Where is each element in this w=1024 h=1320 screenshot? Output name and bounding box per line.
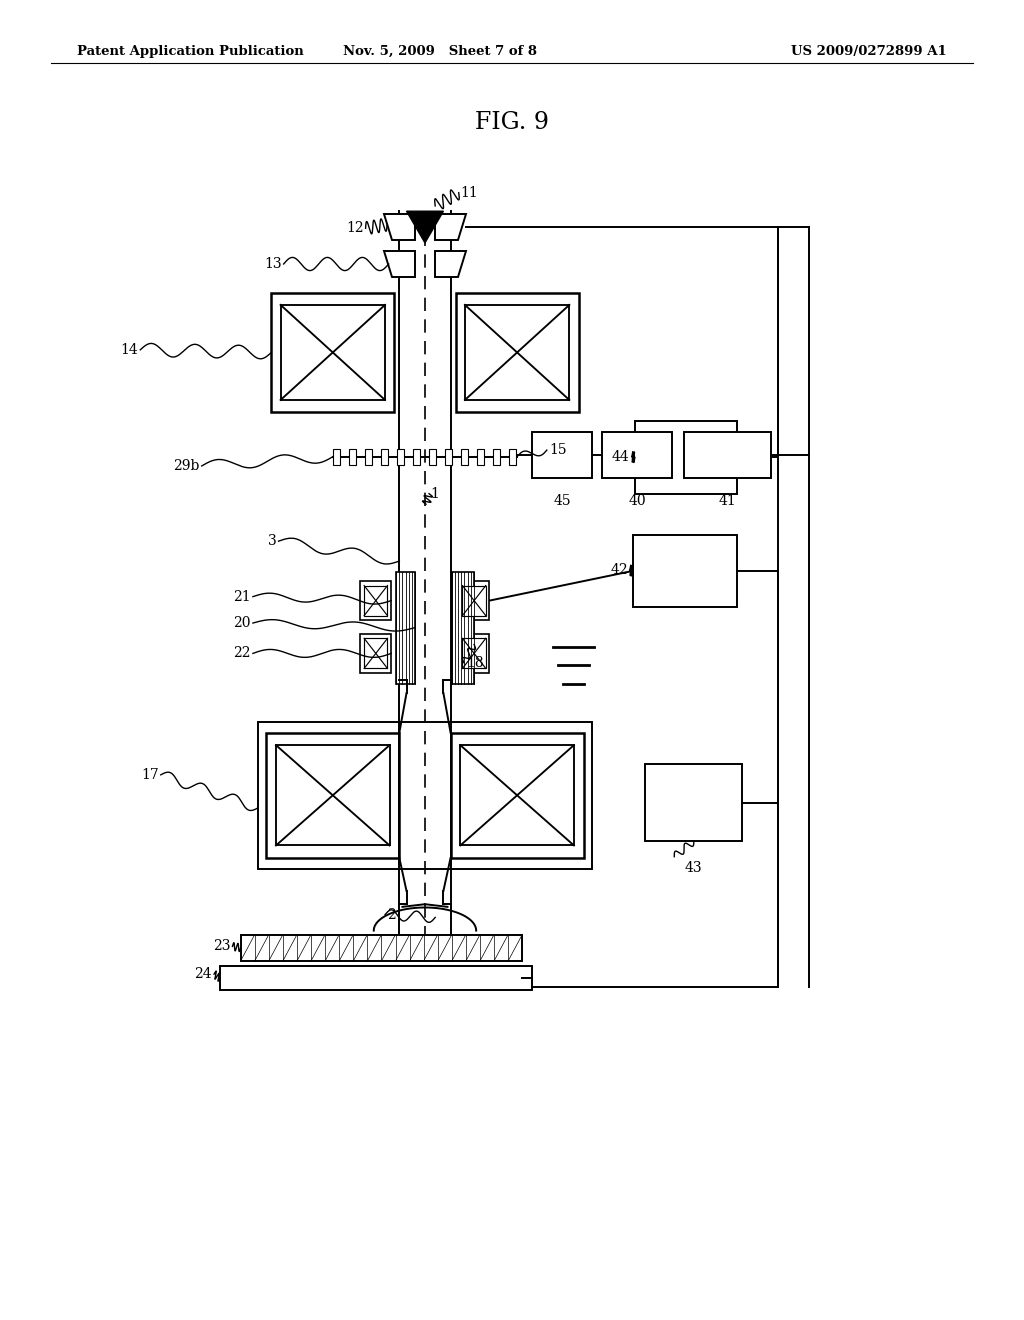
Bar xyxy=(459,634,489,673)
Bar xyxy=(477,449,484,465)
Text: 12: 12 xyxy=(346,222,364,235)
Bar xyxy=(275,744,389,846)
Bar xyxy=(365,639,387,668)
Bar xyxy=(360,634,391,673)
Text: 15: 15 xyxy=(549,444,566,457)
Bar xyxy=(451,733,584,858)
Text: 24: 24 xyxy=(195,968,212,981)
Bar xyxy=(509,449,516,465)
Bar xyxy=(429,449,436,465)
Bar xyxy=(602,432,672,478)
Bar xyxy=(365,449,372,465)
Bar xyxy=(349,449,356,465)
Text: 20: 20 xyxy=(233,616,251,630)
Text: 40: 40 xyxy=(628,494,646,508)
Bar xyxy=(463,639,485,668)
Text: 23: 23 xyxy=(213,940,230,953)
Text: Patent Application Publication: Patent Application Publication xyxy=(77,45,303,58)
Polygon shape xyxy=(435,251,466,277)
Text: 11: 11 xyxy=(461,186,478,199)
Bar xyxy=(463,586,485,615)
Bar xyxy=(445,449,453,465)
Bar xyxy=(461,449,468,465)
Bar xyxy=(494,449,501,465)
Text: 45: 45 xyxy=(553,494,571,508)
Bar xyxy=(396,572,415,684)
Text: 22: 22 xyxy=(233,647,251,660)
Bar xyxy=(360,581,391,620)
Bar xyxy=(413,449,420,465)
Bar xyxy=(456,293,579,412)
Text: 14: 14 xyxy=(121,343,138,356)
Bar xyxy=(271,293,394,412)
Bar xyxy=(684,432,771,478)
Bar xyxy=(266,733,399,858)
Bar xyxy=(461,744,573,846)
Polygon shape xyxy=(407,211,443,243)
Bar xyxy=(381,449,388,465)
Bar xyxy=(459,581,489,620)
Text: 41: 41 xyxy=(719,494,736,508)
Bar xyxy=(645,764,742,841)
Bar xyxy=(397,449,404,465)
Bar xyxy=(633,535,737,607)
Text: 44: 44 xyxy=(612,450,630,463)
Bar xyxy=(258,722,592,869)
Text: 3: 3 xyxy=(267,535,276,548)
Text: 21: 21 xyxy=(233,590,251,603)
Bar xyxy=(281,305,385,400)
Bar xyxy=(365,586,387,615)
Bar xyxy=(532,432,592,478)
Polygon shape xyxy=(384,214,415,240)
Bar xyxy=(220,966,532,990)
Bar xyxy=(241,935,522,961)
Bar xyxy=(333,449,340,465)
Text: 29b: 29b xyxy=(173,459,200,473)
Text: 42: 42 xyxy=(610,564,628,577)
Text: Nov. 5, 2009   Sheet 7 of 8: Nov. 5, 2009 Sheet 7 of 8 xyxy=(343,45,538,58)
Text: US 2009/0272899 A1: US 2009/0272899 A1 xyxy=(792,45,947,58)
Text: 13: 13 xyxy=(264,257,282,271)
Text: 1: 1 xyxy=(430,487,439,500)
Bar xyxy=(465,305,569,400)
Text: 2: 2 xyxy=(387,908,396,921)
Bar xyxy=(635,421,737,494)
Text: 43: 43 xyxy=(685,861,702,875)
Text: 18: 18 xyxy=(466,656,483,669)
Polygon shape xyxy=(384,251,415,277)
Bar xyxy=(452,572,474,684)
Polygon shape xyxy=(435,214,466,240)
Text: FIG. 9: FIG. 9 xyxy=(475,111,549,133)
Text: 17: 17 xyxy=(141,768,159,781)
